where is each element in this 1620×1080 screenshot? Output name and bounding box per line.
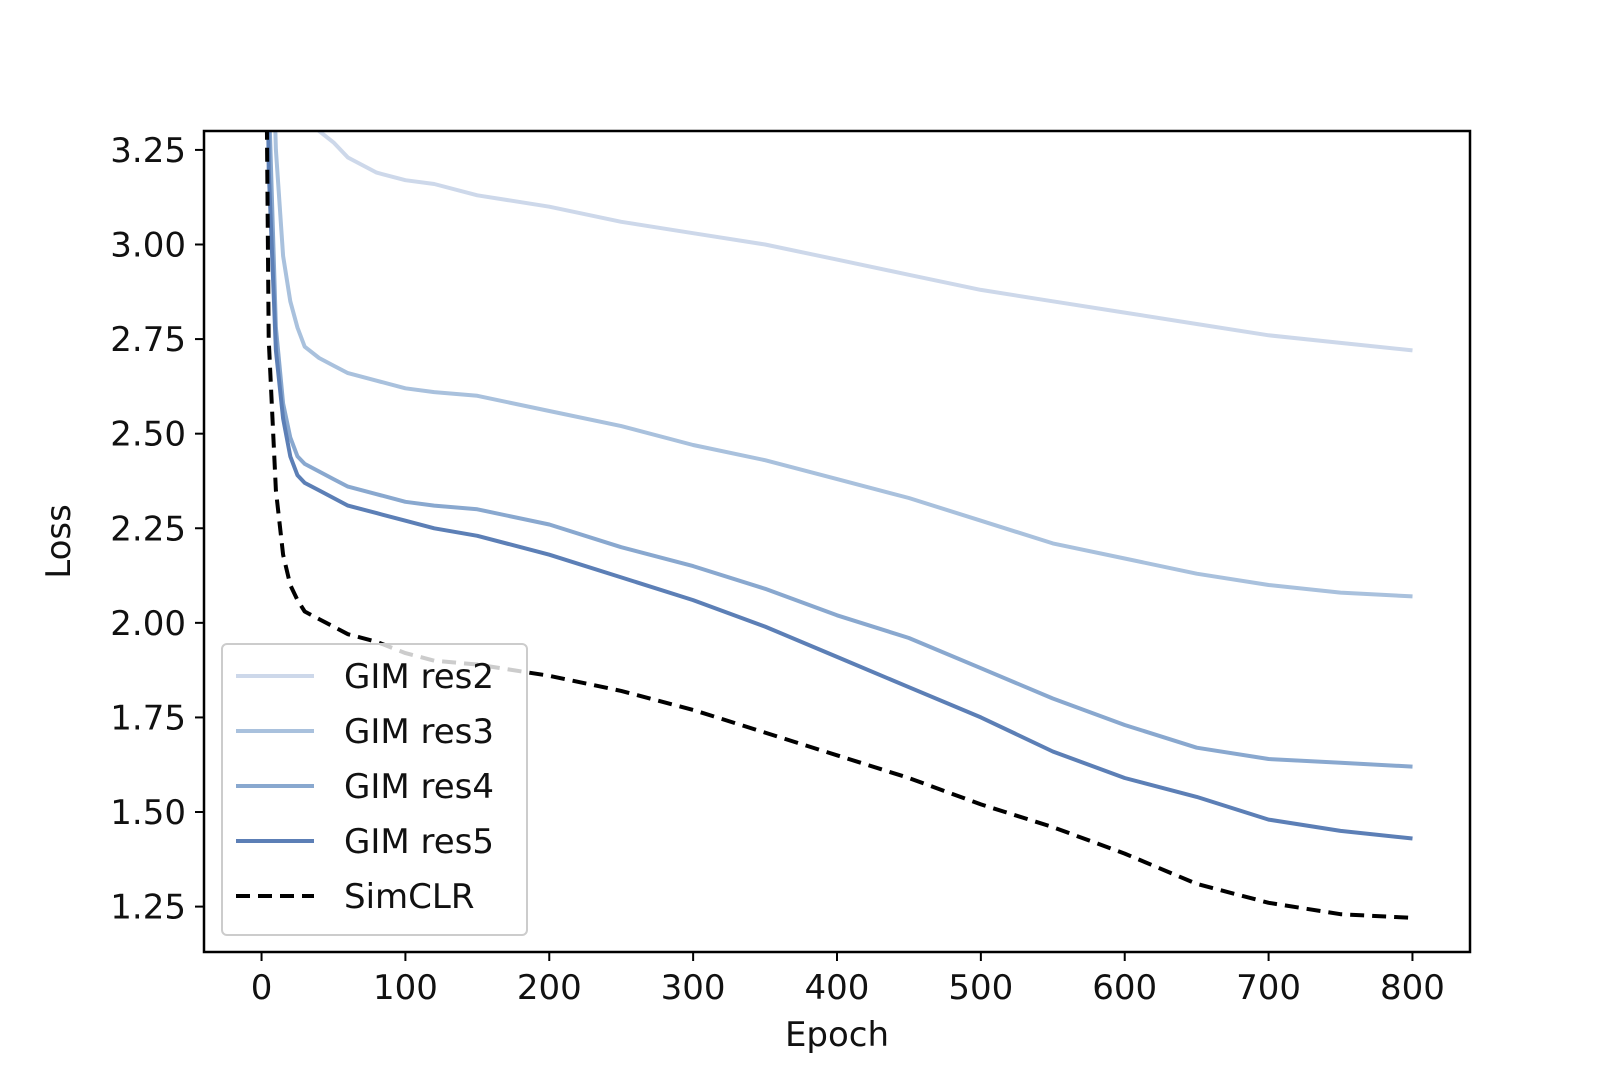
x-tick-label: 400 xyxy=(805,968,870,1008)
legend-label: GIM res2 xyxy=(344,657,494,697)
x-tick-label: 700 xyxy=(1236,968,1301,1008)
x-tick-label: 200 xyxy=(517,968,582,1008)
y-tick-label: 1.50 xyxy=(110,793,186,833)
x-tick-label: 100 xyxy=(373,968,438,1008)
x-axis-label: Epoch xyxy=(785,1015,889,1055)
legend: GIM res2 GIM res3 GIM res4 GIM res5 SimCLR xyxy=(221,643,528,936)
x-tick-label: 300 xyxy=(661,968,726,1008)
series-line-gim-res4 xyxy=(267,131,1413,769)
y-axis-ticks: 1.25 1.50 1.75 2.00 2.25 2.50 2.75 3.00 3.25 xyxy=(110,131,204,928)
y-tick-label: 2.75 xyxy=(110,320,186,360)
legend-box xyxy=(221,643,528,936)
y-tick-label: 1.25 xyxy=(110,888,186,928)
legend-label: SimCLR xyxy=(344,877,474,917)
legend-label: GIM res3 xyxy=(344,712,494,752)
x-tick-label: 0 xyxy=(251,968,273,1008)
x-tick-label: 800 xyxy=(1380,968,1445,1008)
y-axis-label: Loss xyxy=(39,504,79,579)
y-tick-label: 2.00 xyxy=(110,604,186,644)
series-line-gim-res3 xyxy=(273,131,1413,599)
y-tick-label: 3.00 xyxy=(110,226,186,266)
y-tick-label: 2.25 xyxy=(110,509,186,549)
series-line-gim-res5 xyxy=(266,131,1413,841)
y-tick-label: 1.75 xyxy=(110,698,186,738)
x-axis-ticks: 0 100 200 300 400 500 600 700 800 xyxy=(251,952,1445,1008)
series-line-gim-res2 xyxy=(316,131,1413,353)
y-tick-label: 3.25 xyxy=(110,131,186,171)
x-tick-label: 500 xyxy=(948,968,1013,1008)
legend-label: GIM res5 xyxy=(344,822,494,862)
y-tick-label: 2.50 xyxy=(110,415,186,455)
x-tick-label: 600 xyxy=(1092,968,1157,1008)
legend-label: GIM res4 xyxy=(344,767,494,807)
